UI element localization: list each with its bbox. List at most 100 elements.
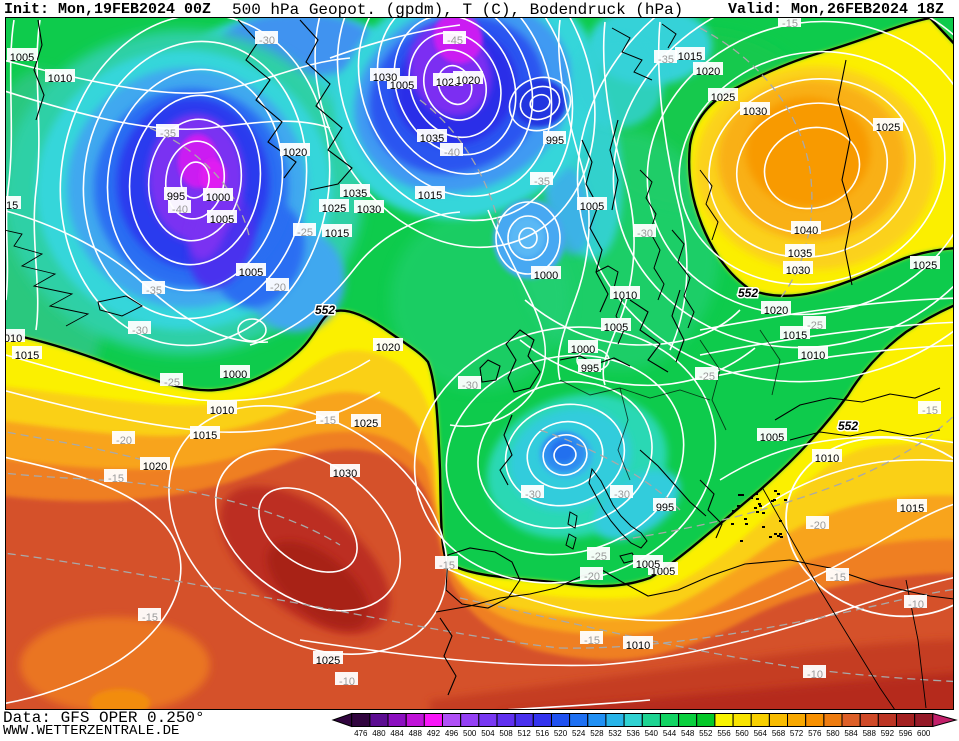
svg-text:1010: 1010	[48, 73, 72, 85]
svg-text:504: 504	[481, 729, 495, 738]
svg-text:-10: -10	[807, 669, 823, 681]
svg-text:512: 512	[518, 729, 532, 738]
svg-text:-15: -15	[108, 473, 124, 485]
svg-text:1005: 1005	[210, 214, 234, 226]
svg-text:-20: -20	[270, 282, 286, 294]
svg-text:1015: 1015	[678, 51, 702, 63]
svg-text:572: 572	[790, 729, 804, 738]
svg-text:1035: 1035	[343, 188, 367, 200]
svg-text:1030: 1030	[786, 265, 810, 277]
svg-text:-25: -25	[297, 227, 313, 239]
svg-text:568: 568	[772, 729, 786, 738]
svg-text:1025: 1025	[711, 92, 735, 104]
svg-text:-30: -30	[132, 325, 148, 337]
svg-text:-30: -30	[259, 35, 275, 47]
svg-text:500: 500	[463, 729, 477, 738]
svg-text:532: 532	[608, 729, 622, 738]
svg-text:596: 596	[899, 729, 913, 738]
svg-text:995: 995	[581, 363, 599, 375]
svg-text:484: 484	[390, 729, 404, 738]
svg-text:1020: 1020	[764, 305, 788, 317]
svg-text:-20: -20	[584, 571, 600, 583]
svg-text:1015: 1015	[15, 350, 39, 362]
svg-text:1010: 1010	[6, 333, 22, 345]
svg-text:1030: 1030	[373, 72, 397, 84]
svg-text:528: 528	[590, 729, 604, 738]
svg-text:1005: 1005	[10, 52, 34, 64]
svg-text:-35: -35	[658, 54, 674, 66]
svg-text:-15: -15	[320, 415, 336, 427]
svg-text:1035: 1035	[420, 133, 444, 145]
svg-text:588: 588	[863, 729, 877, 738]
svg-text:592: 592	[881, 729, 895, 738]
svg-text:-25: -25	[591, 551, 607, 563]
svg-text:552: 552	[738, 286, 758, 300]
svg-text:-15: -15	[830, 572, 846, 584]
svg-text:-15: -15	[439, 560, 455, 572]
svg-text:492: 492	[427, 729, 441, 738]
svg-text:-35: -35	[146, 285, 162, 297]
svg-text:1005: 1005	[390, 80, 414, 92]
svg-text:-15: -15	[142, 612, 158, 624]
svg-text:480: 480	[372, 729, 386, 738]
svg-text:1010: 1010	[815, 453, 839, 465]
svg-text:1035: 1035	[788, 248, 812, 260]
svg-text:1005: 1005	[604, 322, 628, 334]
svg-text:1020: 1020	[376, 342, 400, 354]
svg-text:544: 544	[663, 729, 677, 738]
svg-text:1025: 1025	[876, 122, 900, 134]
svg-text:576: 576	[808, 729, 822, 738]
svg-text:508: 508	[499, 729, 513, 738]
svg-text:1025: 1025	[316, 655, 340, 667]
svg-text:1030: 1030	[743, 106, 767, 118]
svg-text:1000: 1000	[206, 192, 230, 204]
svg-text:1015: 1015	[900, 503, 924, 515]
svg-text:-15: -15	[922, 405, 938, 417]
svg-text:1010: 1010	[801, 350, 825, 362]
svg-text:-45: -45	[447, 35, 463, 47]
svg-text:540: 540	[645, 729, 659, 738]
svg-text:-10: -10	[339, 676, 355, 688]
svg-text:564: 564	[754, 729, 768, 738]
svg-text:1025: 1025	[913, 260, 937, 272]
svg-text:-10: -10	[908, 599, 924, 611]
svg-text:1000: 1000	[534, 270, 558, 282]
svg-text:-25: -25	[164, 377, 180, 389]
svg-text:1010: 1010	[210, 405, 234, 417]
svg-text:1015: 1015	[418, 190, 442, 202]
svg-text:1020: 1020	[456, 75, 480, 87]
svg-text:516: 516	[536, 729, 550, 738]
svg-text:-30: -30	[462, 380, 478, 392]
svg-text:1005: 1005	[760, 432, 784, 444]
svg-text:1005: 1005	[239, 267, 263, 279]
svg-text:995: 995	[546, 135, 564, 147]
svg-text:476: 476	[354, 729, 368, 738]
svg-text:552: 552	[699, 729, 713, 738]
svg-text:-25: -25	[699, 371, 715, 383]
svg-text:548: 548	[681, 729, 695, 738]
svg-text:488: 488	[409, 729, 423, 738]
svg-text:-25: -25	[807, 320, 823, 332]
svg-text:580: 580	[826, 729, 840, 738]
svg-text:1015: 1015	[783, 330, 807, 342]
svg-text:1000: 1000	[223, 369, 247, 381]
svg-text:536: 536	[627, 729, 641, 738]
svg-text:1010: 1010	[626, 640, 650, 652]
svg-text:-20: -20	[810, 520, 826, 532]
svg-text:1020: 1020	[143, 461, 167, 473]
svg-text:1040: 1040	[794, 225, 818, 237]
svg-text:1000: 1000	[571, 344, 595, 356]
svg-text:1005: 1005	[580, 201, 604, 213]
svg-text:560: 560	[735, 729, 749, 738]
svg-text:1025: 1025	[354, 418, 378, 430]
svg-text:-30: -30	[637, 228, 653, 240]
svg-text:1030: 1030	[357, 204, 381, 216]
svg-text:995: 995	[656, 502, 674, 514]
svg-text:1015: 1015	[325, 228, 349, 240]
svg-text:-35: -35	[534, 176, 550, 188]
svg-text:-15: -15	[782, 18, 798, 30]
svg-text:496: 496	[445, 729, 459, 738]
svg-text:552: 552	[315, 303, 335, 317]
svg-text:556: 556	[717, 729, 731, 738]
svg-text:1005: 1005	[651, 566, 675, 578]
